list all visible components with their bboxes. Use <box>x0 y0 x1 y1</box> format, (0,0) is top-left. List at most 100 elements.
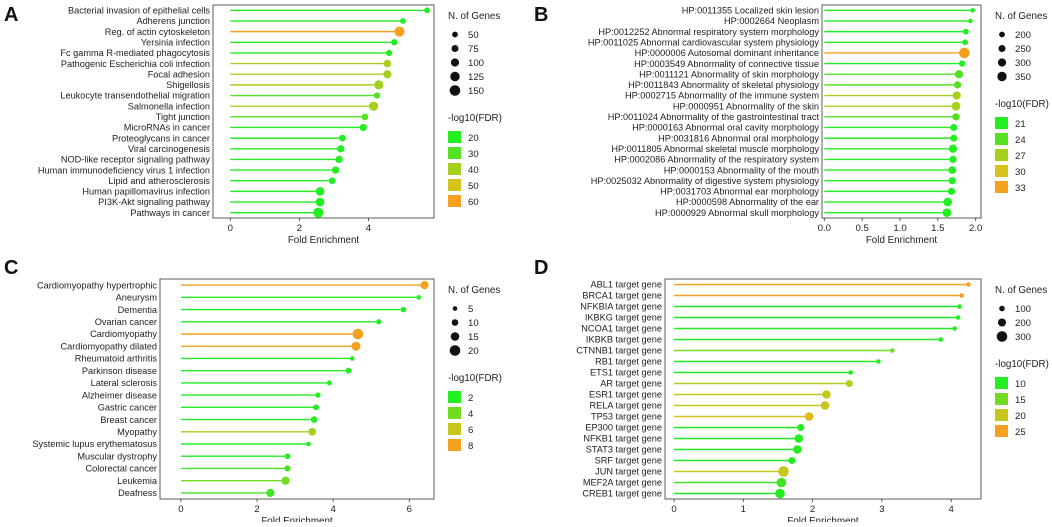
lollipop-point <box>310 416 318 423</box>
size-legend-dot <box>451 45 459 52</box>
x-tick-label: 6 <box>407 504 412 515</box>
category-label: Lateral sclerosis <box>91 378 158 388</box>
lollipop-point <box>848 370 854 375</box>
lollipop-point <box>339 134 346 142</box>
lollipop-point <box>952 91 961 100</box>
lollipop-point <box>938 337 944 342</box>
category-label: HP:0011355 Localized skin lesion <box>682 6 819 16</box>
size-legend-dot <box>998 45 1006 52</box>
lollipop-point <box>952 326 957 331</box>
x-tick-label: 4 <box>330 504 336 515</box>
size-legend-dot <box>996 331 1008 342</box>
lollipop-point <box>313 404 319 411</box>
lollipop-point <box>308 427 317 436</box>
size-legend-dot <box>452 31 458 38</box>
category-label: BRCA1 target gene <box>582 291 662 301</box>
category-label: Pathways in cancer <box>130 208 210 218</box>
color-legend-label: 60 <box>468 197 479 208</box>
lollipop-point <box>948 177 956 185</box>
lollipop-point <box>966 282 971 287</box>
x-tick-label: 4 <box>366 223 372 234</box>
color-legend-label: 20 <box>1015 411 1026 422</box>
lollipop-point <box>376 319 382 325</box>
x-tick-label: 3 <box>879 504 884 515</box>
size-legend-label: 20 <box>468 346 479 357</box>
lollipop-point <box>361 113 369 121</box>
lollipop-point <box>943 197 953 207</box>
x-tick-label: 2.0 <box>969 223 982 234</box>
category-label: Yersinia infection <box>141 37 210 47</box>
category-label: HP:0000598 Abnormality of the ear <box>676 197 819 207</box>
color-legend-title: -log10(FDR) <box>995 99 1049 110</box>
size-legend-dot <box>999 31 1005 38</box>
category-label: ESR1 target gene <box>589 390 662 400</box>
x-axis-title: Fold Enrichment <box>866 235 938 246</box>
size-legend-label: 100 <box>468 58 484 69</box>
color-legend-swatch <box>995 133 1008 145</box>
size-legend-dot <box>999 305 1005 312</box>
category-label: Fc gamma R-mediated phagocytosis <box>60 48 210 58</box>
size-legend-label: 300 <box>1015 58 1031 69</box>
panel-letter: A <box>4 4 18 26</box>
lollipop-point <box>950 134 958 142</box>
category-label: HP:0031816 Abnormal oral morphology <box>658 133 819 143</box>
category-label: Rheumatoid arthritis <box>75 354 158 364</box>
category-label: Deafness <box>118 488 157 498</box>
category-label: HP:0003549 Abnormality of connective tis… <box>634 59 819 69</box>
color-legend-swatch <box>995 181 1008 193</box>
category-label: HP:0002715 Abnormality of the immune sys… <box>625 91 819 101</box>
color-legend-label: 40 <box>468 165 479 176</box>
x-tick-label: 2 <box>297 223 302 234</box>
plot-frame <box>821 4 982 219</box>
category-label: Shigellosis <box>166 80 210 90</box>
color-legend-swatch <box>448 147 461 159</box>
category-label: HP:0025032 Abnormality of digestive syst… <box>591 176 820 186</box>
size-legend-label: 200 <box>1015 318 1031 329</box>
lollipop-point <box>776 477 787 488</box>
lollipop-point <box>400 18 406 24</box>
category-label: Cardiomyopathy dilated <box>60 341 157 351</box>
lollipop-point <box>953 81 962 89</box>
lollipop-point <box>345 367 352 374</box>
lollipop-point <box>788 456 796 465</box>
x-tick-label: 1.0 <box>893 223 906 234</box>
lollipop-point <box>845 379 853 388</box>
category-label: ABL1 target gene <box>590 280 662 290</box>
category-label: HP:0012252 Abnormal respiratory system m… <box>598 27 819 37</box>
lollipop-point <box>315 197 325 207</box>
category-label: HP:0011025 Abnormal cardiovascular syste… <box>588 37 820 47</box>
lollipop-point <box>313 207 324 218</box>
x-tick-label: 0 <box>228 223 233 234</box>
plot-frame <box>212 4 435 219</box>
category-label: Focal adhesion <box>148 69 210 79</box>
color-legend-label: 30 <box>468 149 479 160</box>
category-label: Alzheimer disease <box>82 390 157 400</box>
category-label: Myopathy <box>117 427 157 437</box>
panel-b: B HP:0011355 Localized skin lesionHP:000… <box>534 4 1049 246</box>
lollipop-point <box>820 401 830 410</box>
lollipop-point <box>947 187 956 195</box>
size-legend-label: 75 <box>468 44 479 55</box>
category-label: HP:0011121 Abnormality of skin morpholog… <box>639 69 819 79</box>
x-tick-label: 1 <box>741 504 746 515</box>
category-label: Cardiomyopathy hypertrophic <box>37 280 157 290</box>
lollipop-point <box>315 392 321 398</box>
lollipop-point <box>951 101 961 111</box>
plot-frame <box>664 278 982 500</box>
category-label: IKBKB target gene <box>586 335 662 345</box>
lollipop-point <box>822 390 831 399</box>
x-axis-title: Fold Enrichment <box>288 235 360 246</box>
category-label: HP:0011843 Abnormality of skeletal physi… <box>628 80 819 90</box>
size-legend-dot <box>450 332 460 341</box>
category-label: MicroRNAs in cancer <box>124 123 210 133</box>
lollipop-point <box>968 18 973 24</box>
size-legend-dot <box>450 58 460 67</box>
category-label: PI3K-Akt signaling pathway <box>98 197 210 207</box>
lollipop-point <box>374 80 384 90</box>
lollipop-point <box>266 488 275 497</box>
x-axis-title: Fold Enrichment <box>787 516 859 522</box>
lollipop-point <box>306 441 311 447</box>
x-axis-title: Fold Enrichment <box>261 516 333 522</box>
lollipop-point <box>942 208 952 218</box>
color-legend-label: 2 <box>468 393 473 404</box>
